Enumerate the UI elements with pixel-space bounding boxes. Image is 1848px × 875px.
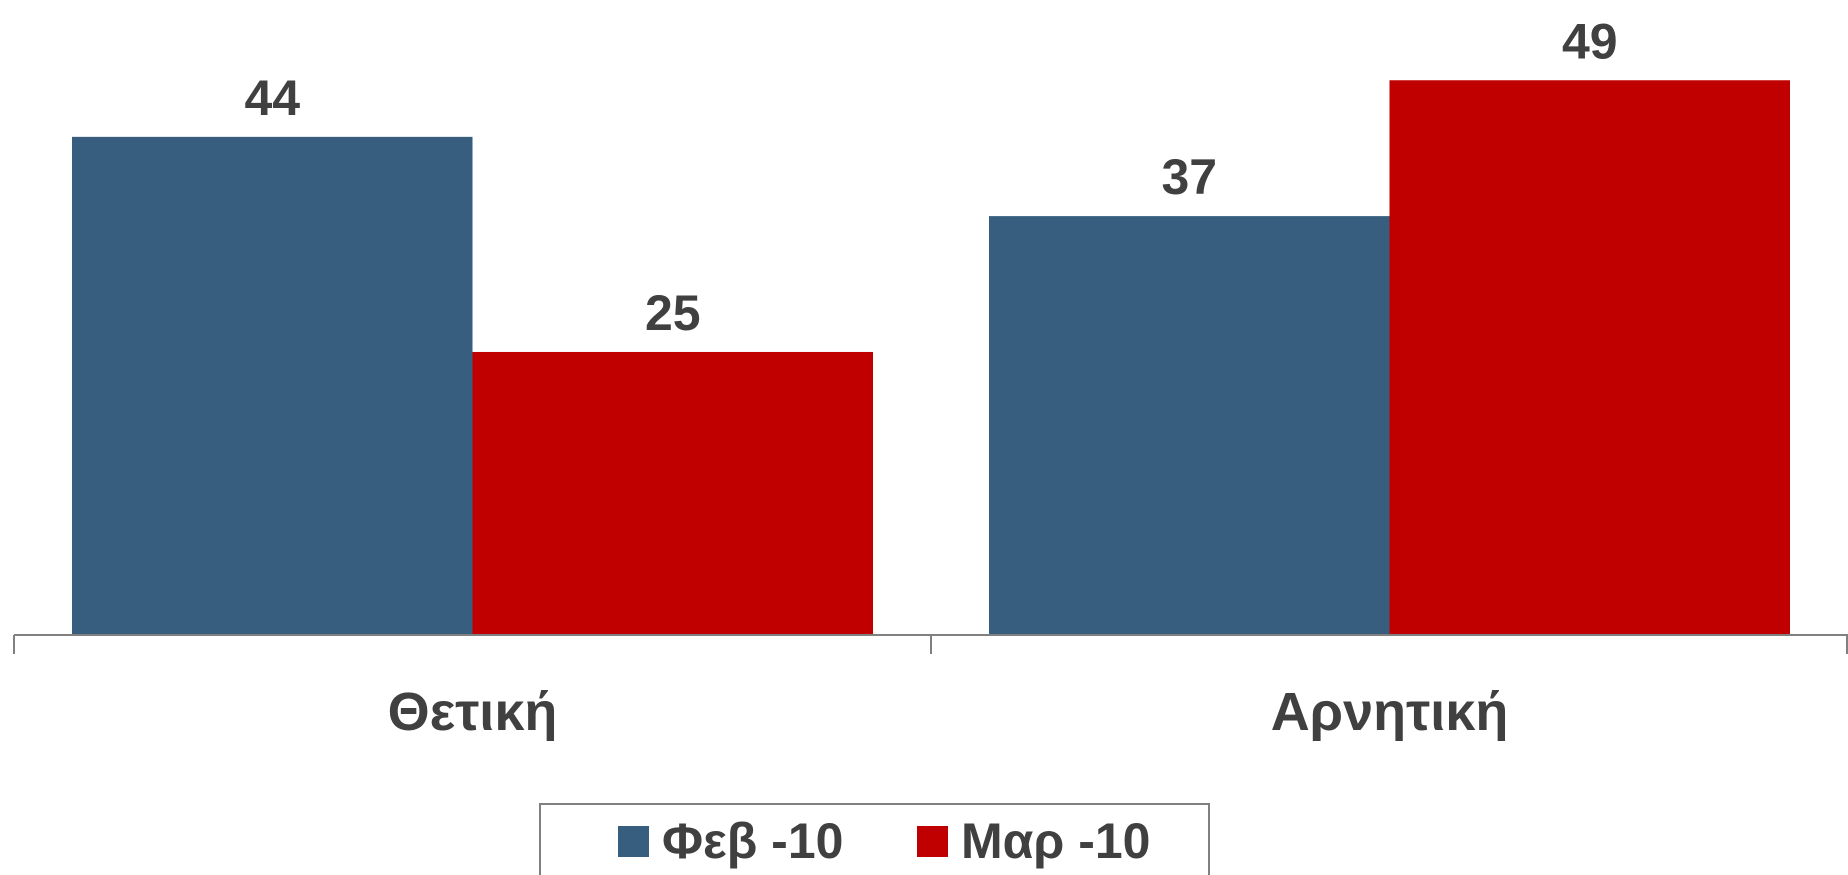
legend-swatch (917, 826, 948, 857)
legend-label: Φεβ -10 (662, 813, 843, 869)
value-label: 49 (1562, 13, 1618, 69)
bar (472, 351, 873, 635)
x-tick-label: Θετική (388, 682, 558, 742)
legend-box (539, 803, 1210, 875)
bar (1389, 80, 1790, 635)
value-label: 25 (645, 285, 701, 341)
legend-swatch (618, 826, 649, 857)
bar (989, 216, 1390, 635)
x-tick-label: Αρνητική (1271, 682, 1509, 742)
bar (72, 136, 473, 635)
value-label: 37 (1161, 149, 1217, 205)
legend-label: Μαρ -10 (961, 813, 1150, 869)
value-label: 44 (244, 70, 300, 126)
